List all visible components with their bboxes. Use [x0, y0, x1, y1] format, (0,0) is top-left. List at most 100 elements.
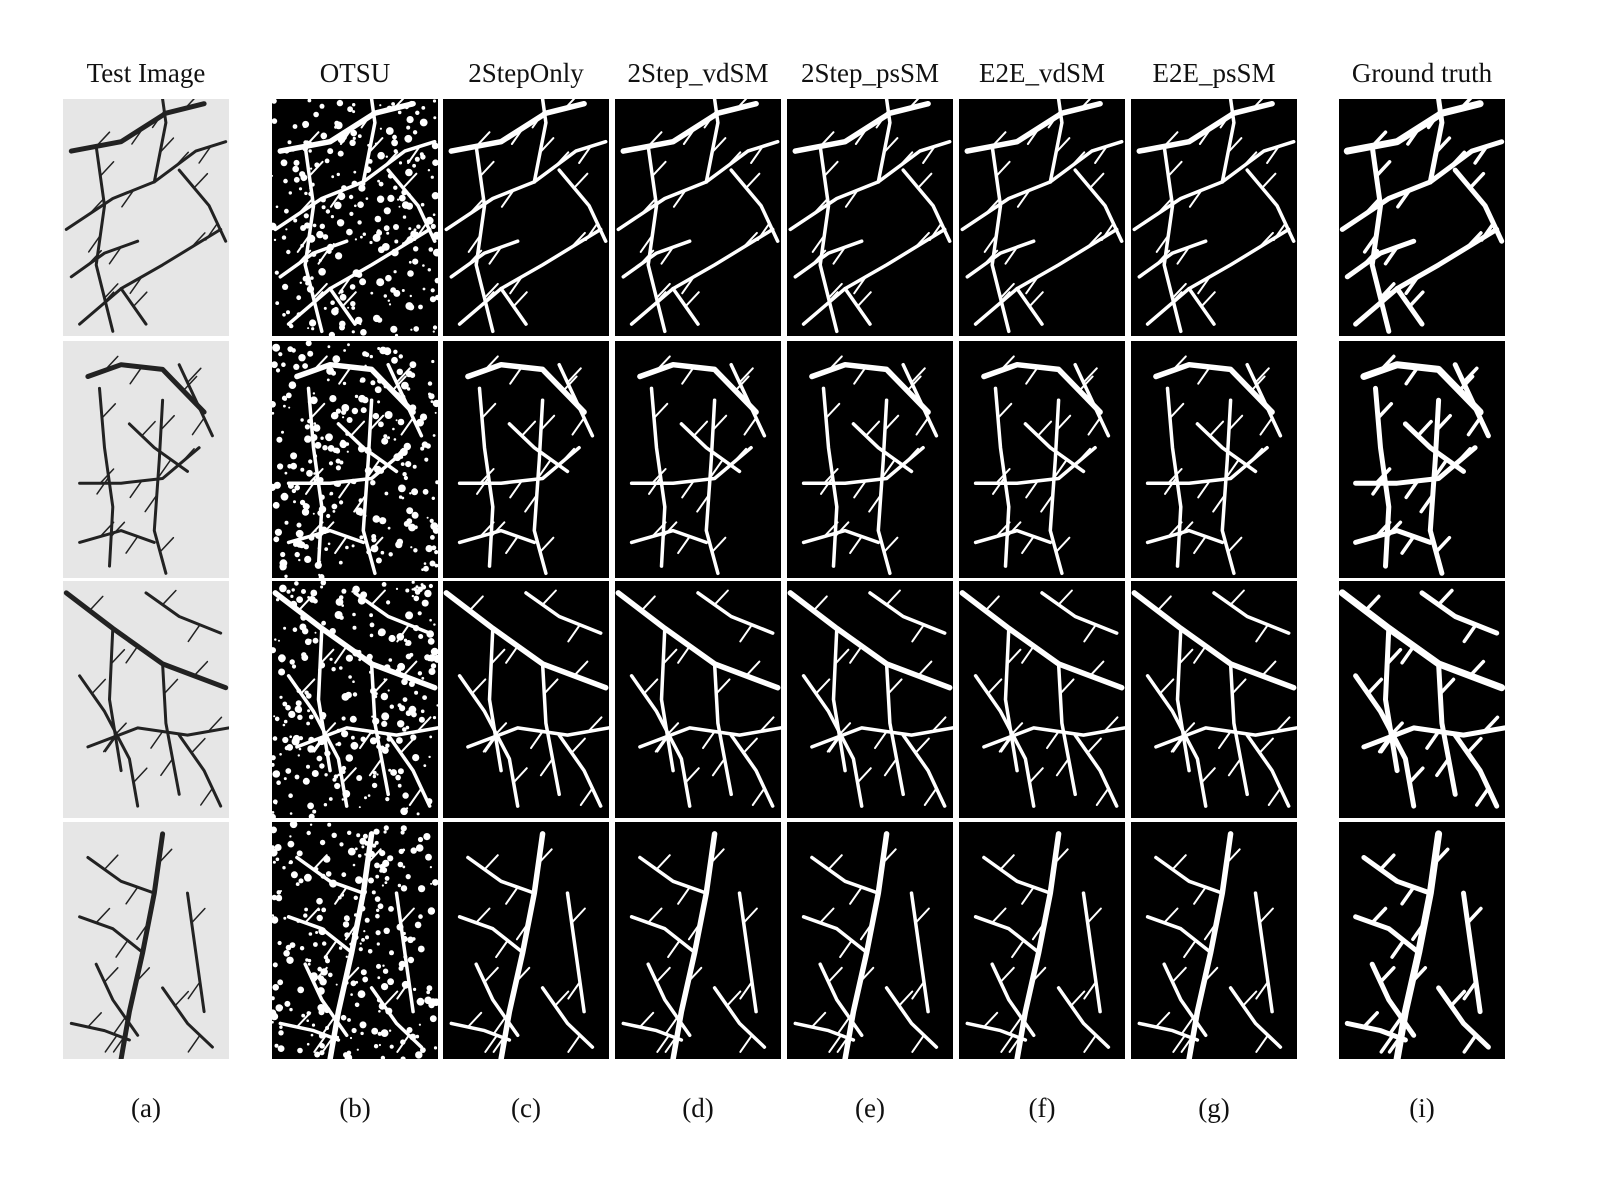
noise-speck [405, 588, 410, 593]
vessel-twig [467, 234, 482, 253]
noise-speck [312, 598, 318, 604]
vessel-twig [750, 145, 764, 164]
panel-c-row-2 [443, 341, 609, 578]
vessel-branch [1003, 626, 1019, 773]
noise-speck [346, 228, 353, 236]
noise-speck [374, 692, 378, 696]
noise-speck [274, 638, 277, 641]
noise-speck [380, 692, 389, 701]
vessel-twig [1171, 966, 1187, 983]
noise-speck [288, 381, 297, 389]
noise-speck [412, 464, 417, 469]
vessel-branch [1073, 362, 1111, 438]
noise-speck [278, 654, 286, 663]
noise-speck [313, 111, 319, 118]
vessel-twig [1203, 921, 1218, 941]
vessel-twig [524, 494, 538, 513]
noise-speck [428, 668, 436, 675]
vessel-twig [1465, 736, 1483, 755]
vessel-branch [449, 239, 520, 279]
noise-speck [347, 847, 356, 856]
noise-speck [283, 719, 288, 724]
vessel-twig [1267, 787, 1282, 806]
noise-speck [407, 936, 414, 944]
noise-speck [321, 907, 327, 913]
vessel-twig [1258, 231, 1274, 249]
vessel-twig [1406, 125, 1422, 146]
noise-speck [429, 296, 437, 303]
noise-speck [387, 299, 390, 302]
noise-speck [420, 709, 425, 714]
vessel-twig [334, 645, 348, 664]
noise-speck [358, 806, 361, 809]
noise-speck [406, 387, 411, 391]
vessel-branch [1436, 985, 1491, 1050]
noise-speck [290, 594, 294, 598]
noise-speck [429, 866, 432, 869]
noise-speck [411, 594, 415, 598]
vessel-twig [984, 198, 1000, 215]
noise-speck [374, 215, 382, 223]
noise-speck [430, 400, 434, 403]
noise-speck [377, 400, 381, 404]
vessel-twig [1167, 521, 1183, 538]
noise-speck [425, 545, 433, 553]
vessel-twig [324, 939, 338, 959]
panel-i-row-2 [1339, 341, 1505, 578]
vessel-twig [1449, 989, 1467, 1008]
vessel-twig [1159, 678, 1175, 695]
vessel-twig [998, 734, 1013, 753]
noise-speck [381, 746, 389, 754]
noise-speck [388, 634, 396, 643]
noise-speck [376, 908, 380, 912]
noise-speck [418, 304, 423, 310]
noise-speck [275, 205, 279, 209]
noise-speck [374, 862, 380, 869]
panel-image [1339, 581, 1505, 818]
noise-speck [280, 1006, 284, 1009]
noise-speck [357, 854, 362, 858]
vessel-twig [559, 447, 576, 465]
noise-speck [280, 566, 284, 571]
panel-a-row-1 [63, 99, 229, 336]
vessel-twig [538, 458, 552, 478]
column-label-a: (a) [131, 1093, 161, 1123]
noise-speck [291, 872, 294, 875]
noise-speck [343, 349, 346, 352]
vessel-branch [474, 962, 520, 1038]
vessel-twig [1374, 160, 1392, 178]
noise-speck [347, 830, 352, 835]
vessel-twig [205, 222, 219, 241]
vessel-twig [677, 535, 691, 555]
vessel-twig [488, 246, 503, 265]
noise-speck [298, 878, 304, 884]
vessel-twig [1432, 847, 1450, 866]
noise-speck [331, 667, 336, 672]
noise-speck [305, 958, 309, 962]
noise-speck [381, 582, 387, 587]
noise-speck [316, 230, 324, 239]
noise-speck [380, 1029, 389, 1037]
vessel-branch [1175, 626, 1191, 773]
vessel-twig [1197, 366, 1211, 385]
vessel-twig [1480, 221, 1496, 242]
panel-background [272, 581, 438, 818]
panel-image [1339, 822, 1505, 1059]
vessel-twig [914, 907, 930, 924]
panel-image [272, 99, 438, 336]
panel-image [1131, 822, 1297, 1059]
vessel-branch [108, 626, 123, 773]
vessel-twig [908, 99, 920, 110]
noise-speck [390, 769, 397, 776]
vessel-twig [914, 737, 930, 754]
noise-speck [383, 927, 390, 934]
noise-speck [314, 631, 317, 634]
vessel-twig [571, 417, 586, 436]
noise-speck [306, 764, 310, 769]
vessel-twig [95, 907, 111, 924]
noise-speck [435, 480, 438, 485]
noise-speck [414, 690, 419, 695]
vessel-twig [1178, 648, 1194, 665]
noise-speck [415, 1051, 423, 1059]
vessel-twig [1200, 291, 1216, 308]
